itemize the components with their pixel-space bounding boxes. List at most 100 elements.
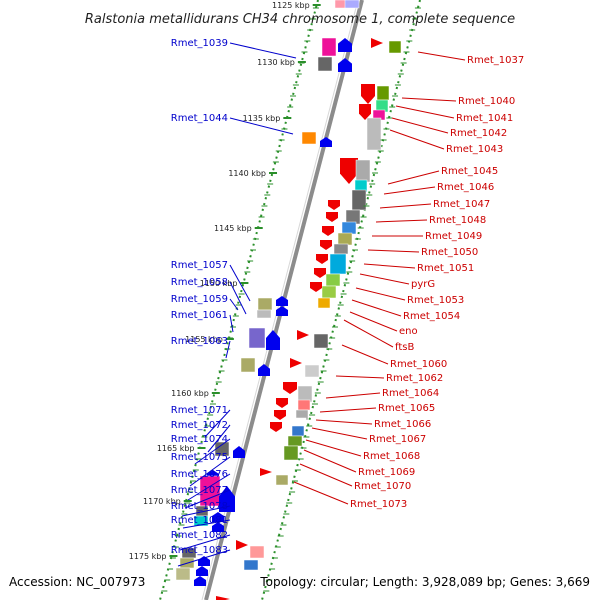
right-leader-line: [341, 344, 389, 365]
right-leader-line: [387, 170, 440, 185]
left-leader-line: [229, 314, 234, 333]
gene-arrow-forward: [258, 364, 270, 376]
gene-arrow-reverse: [297, 330, 309, 340]
right-gene-labels: Rmet_1037 Rmet_1040 Rmet_1041 Rmet_1042 Rmet…: [350, 55, 524, 510]
right-gene-label[interactable]: Rmet_1048: [429, 215, 486, 226]
gene-arrow-forward: [276, 306, 288, 316]
right-gene-label[interactable]: Rmet_1065: [378, 403, 435, 414]
kbp-label: 1150 kbp: [200, 279, 238, 288]
gene-block: [333, 243, 349, 255]
kbp-label: 1175 kbp: [129, 552, 167, 561]
gene-block: [313, 333, 329, 349]
gene-block: [283, 445, 299, 461]
left-gene-label[interactable]: Rmet_1059: [171, 294, 228, 305]
kbp-ticks: 1125 kbp 1130 kbp 1135 kbp 1140 kbp 1145 kbp…: [129, 1, 421, 592]
gene-block: [341, 221, 357, 235]
left-gene-label[interactable]: Rmet_1057: [171, 260, 228, 271]
right-leader-line: [363, 263, 416, 269]
gene-arrow-forward: [212, 512, 224, 522]
right-gene-label[interactable]: Rmet_1040: [458, 96, 515, 107]
right-leader-line: [315, 419, 373, 425]
left-gene-label[interactable]: Rmet_1083: [171, 545, 228, 556]
left-leader-line: [187, 473, 231, 501]
right-gene-label[interactable]: Rmet_1049: [425, 231, 482, 242]
right-leader-line: [375, 219, 428, 223]
right-gene-label[interactable]: Rmet_1053: [407, 295, 464, 306]
right-leader-line: [305, 439, 362, 457]
right-gene-label[interactable]: ftsB: [395, 342, 414, 353]
gene-block: [344, 0, 360, 9]
right-gene-label[interactable]: pyrG: [411, 279, 435, 290]
accession-text: Accession: NC_007973: [9, 575, 145, 589]
right-gene-label[interactable]: Rmet_1042: [450, 128, 507, 139]
gene-arrow-forward: [338, 38, 352, 52]
right-gene-label[interactable]: Rmet_1068: [363, 451, 420, 462]
gene-block: [321, 285, 337, 299]
left-gene-label[interactable]: Rmet_1082: [171, 530, 228, 541]
outer-track-right: [261, 0, 421, 600]
gene-block: [376, 85, 390, 101]
left-gene-label[interactable]: Rmet_1039: [171, 38, 228, 49]
right-gene-label[interactable]: Rmet_1070: [354, 481, 411, 492]
right-gene-label[interactable]: Rmet_1043: [446, 144, 503, 155]
left-leader-line: [189, 456, 231, 487]
right-gene-label[interactable]: eno: [399, 326, 418, 337]
gene-block: [275, 474, 289, 486]
kbp-label: 1155 kbp: [185, 335, 223, 344]
right-gene-label[interactable]: Rmet_1046: [437, 182, 494, 193]
left-gene-label[interactable]: Rmet_1044: [171, 113, 228, 124]
gene-arrow-reverse: [236, 540, 248, 550]
left-gene-label[interactable]: Rmet_1078: [171, 501, 228, 512]
left-gene-label[interactable]: Rmet_1075: [171, 452, 228, 463]
left-gene-label[interactable]: Rmet_1063: [171, 336, 228, 347]
right-gene-label[interactable]: Rmet_1064: [382, 388, 439, 399]
right-gene-label[interactable]: Rmet_1073: [350, 499, 407, 510]
gene-arrow-reverse: [320, 240, 332, 250]
right-gene-label[interactable]: Rmet_1051: [417, 263, 474, 274]
left-gene-label[interactable]: Rmet_1074: [171, 434, 228, 445]
right-gene-label[interactable]: Rmet_1062: [386, 373, 443, 384]
left-gene-label[interactable]: Rmet_1077: [171, 485, 228, 496]
gene-arrow-forward: [194, 576, 206, 586]
right-gene-label[interactable]: Rmet_1054: [403, 311, 460, 322]
gene-arrow-reverse: [328, 200, 340, 210]
left-gene-label[interactable]: Rmet_1081: [171, 515, 228, 526]
left-gene-label[interactable]: Rmet_1072: [171, 420, 228, 431]
right-leader-line: [417, 51, 466, 61]
gene-block: [297, 385, 313, 403]
gene-block: [257, 297, 273, 311]
right-gene-label[interactable]: Rmet_1066: [374, 419, 431, 430]
gene-block: [366, 117, 382, 151]
right-gene-label[interactable]: Rmet_1060: [390, 359, 447, 370]
right-gene-label[interactable]: Rmet_1037: [467, 55, 524, 66]
left-leader-line: [179, 534, 231, 551]
gene-block: [291, 425, 305, 437]
right-leader-line: [335, 375, 385, 379]
right-gene-label[interactable]: Rmet_1041: [456, 113, 513, 124]
right-gene-label[interactable]: Rmet_1069: [358, 467, 415, 478]
right-gene-label[interactable]: Rmet_1047: [433, 199, 490, 210]
kbp-label: 1170 kbp: [143, 497, 181, 506]
right-gene-label[interactable]: Rmet_1050: [421, 247, 478, 258]
left-gene-label[interactable]: Rmet_1058: [171, 277, 228, 288]
gene-block: [337, 232, 353, 246]
gene-arrow-reverse: [270, 422, 282, 432]
right-leader-line: [343, 319, 394, 348]
right-leader-line: [395, 105, 455, 119]
left-gene-labels: Rmet_1039 Rmet_1044 Rmet_1057 Rmet_1058 Rmet…: [171, 38, 228, 556]
right-leader-line: [293, 481, 349, 505]
left-gene-label[interactable]: Rmet_1076: [171, 469, 228, 480]
left-leader-line: [194, 438, 231, 465]
map-title: Ralstonia metallidurans CH34 chromosome …: [85, 12, 515, 27]
left-gene-label[interactable]: Rmet_1061: [171, 310, 228, 321]
gene-arrow-forward: [320, 137, 332, 147]
gene-block: [351, 189, 367, 211]
kbp-label: 1130 kbp: [257, 58, 295, 67]
right-gene-label[interactable]: Rmet_1045: [441, 166, 498, 177]
right-leader-line: [311, 427, 368, 440]
right-leader-line: [303, 449, 357, 473]
gene-block: [329, 253, 347, 275]
gene-block: [325, 273, 341, 287]
left-gene-label[interactable]: Rmet_1071: [171, 405, 228, 416]
right-gene-label[interactable]: Rmet_1067: [369, 434, 426, 445]
